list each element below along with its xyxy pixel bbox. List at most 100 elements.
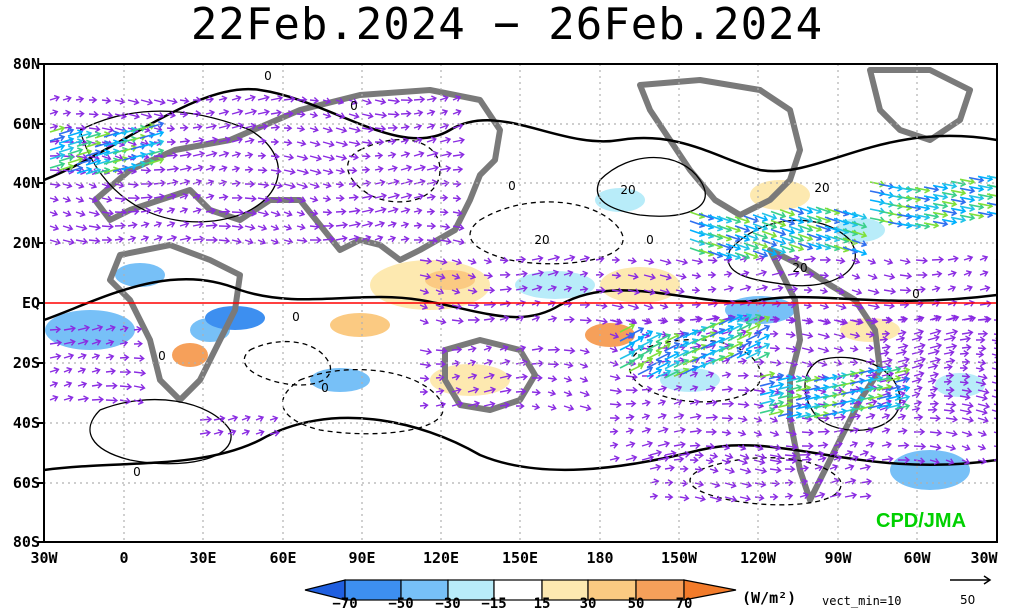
vector-arrow: [244, 94, 256, 102]
vector-arrow: [244, 122, 257, 130]
vector-arrow: [865, 371, 878, 379]
vector-arrow: [270, 181, 284, 189]
vector-arrow: [833, 318, 847, 326]
vector-arrow: [724, 495, 738, 503]
vector-arrow: [62, 238, 75, 246]
vector-arrow: [76, 130, 93, 139]
vector-arrow: [801, 332, 814, 340]
vector-arrow: [833, 427, 845, 435]
vector-arrow: [335, 98, 345, 105]
vector-arrow: [244, 223, 256, 231]
vector-arrow: [777, 392, 794, 400]
vector-arrow: [322, 126, 334, 134]
vector-arrow: [257, 94, 270, 102]
vector-arrow: [959, 350, 970, 358]
vector-arrow: [929, 371, 940, 379]
vector-arrow: [961, 401, 974, 409]
vector-arrow: [270, 210, 281, 218]
vector-arrow: [166, 179, 179, 187]
vector-arrow: [205, 164, 216, 172]
vector-arrow: [153, 193, 165, 201]
vector-arrow: [435, 360, 446, 368]
vector-arrow: [269, 429, 280, 437]
vector-arrow: [739, 467, 752, 475]
vector-arrow: [724, 481, 737, 489]
vector-arrow: [322, 140, 335, 148]
vector-arrow: [682, 356, 699, 366]
vector-arrow: [929, 458, 940, 465]
vector-arrow: [435, 258, 448, 266]
vector-arrow: [91, 324, 104, 332]
vector-arrow: [547, 315, 558, 323]
vector-arrow: [673, 412, 685, 420]
vector-arrow: [736, 349, 753, 359]
vector-arrow: [941, 191, 958, 199]
vector-arrow: [754, 324, 771, 334]
vector-arrow: [531, 269, 545, 277]
vector-arrow: [803, 255, 817, 263]
vector-arrow: [387, 192, 401, 200]
vector-arrow: [913, 315, 923, 323]
vector-arrow: [62, 196, 72, 203]
vector-arrow: [655, 351, 672, 361]
vector-arrow: [270, 94, 284, 102]
vector-arrow: [348, 220, 362, 228]
vector-arrow: [270, 123, 281, 132]
vector-arrow: [515, 373, 528, 381]
vector-arrow: [63, 338, 76, 346]
vector-arrow: [609, 332, 620, 340]
vector-arrow: [689, 442, 701, 450]
vector-arrow: [531, 315, 541, 322]
vector-arrow: [361, 234, 372, 242]
vector-arrow: [49, 109, 59, 117]
vector-arrow: [754, 494, 765, 502]
vector-arrow: [754, 342, 771, 352]
vector-arrow: [894, 375, 911, 384]
vector-arrow: [231, 223, 244, 231]
vector-arrow: [814, 464, 824, 472]
vector-arrow: [67, 165, 84, 173]
vector-arrow: [609, 428, 619, 436]
vector-arrow: [483, 257, 493, 265]
vector-arrow: [139, 158, 156, 167]
vector-arrow: [689, 427, 703, 435]
vector-arrow: [682, 329, 699, 339]
vector-arrow: [691, 257, 704, 265]
vector-arrow: [771, 254, 783, 262]
vector-arrow: [664, 450, 677, 458]
vector-arrow: [759, 379, 776, 387]
vector-arrow: [913, 356, 927, 364]
vector-arrow: [700, 349, 717, 359]
vector-arrow: [547, 254, 561, 262]
vector-arrow: [625, 441, 636, 448]
vector-arrow: [499, 345, 509, 352]
vector-arrow: [646, 332, 663, 342]
vector-arrow: [91, 353, 101, 360]
vector-arrow: [547, 375, 558, 383]
vector-arrow: [833, 455, 843, 462]
vector-arrow: [77, 324, 91, 332]
vector-arrow: [963, 284, 973, 292]
vector-arrow: [625, 413, 635, 421]
vector-arrow: [879, 363, 892, 371]
vector-arrow: [894, 402, 911, 411]
vector-arrow: [813, 401, 830, 410]
vector-arrow: [63, 367, 73, 374]
vector-arrow: [451, 317, 464, 325]
vector-arrow: [452, 136, 465, 144]
vector-arrow: [664, 493, 674, 501]
vector-arrow: [675, 287, 685, 295]
vector-arrow: [945, 444, 957, 452]
lat-label-20n: 20N: [12, 234, 40, 252]
vector-arrow: [419, 361, 432, 369]
vector-arrow: [784, 492, 794, 500]
vector-arrow: [883, 302, 895, 310]
vector-arrow: [579, 347, 590, 355]
vector-arrow: [140, 112, 153, 120]
vector-arrow: [627, 303, 640, 311]
vector-arrow: [387, 151, 397, 159]
vector-arrow: [322, 235, 336, 243]
vector-arrow: [58, 154, 75, 162]
vector-arrow: [881, 427, 891, 434]
vector-arrow: [627, 272, 639, 280]
